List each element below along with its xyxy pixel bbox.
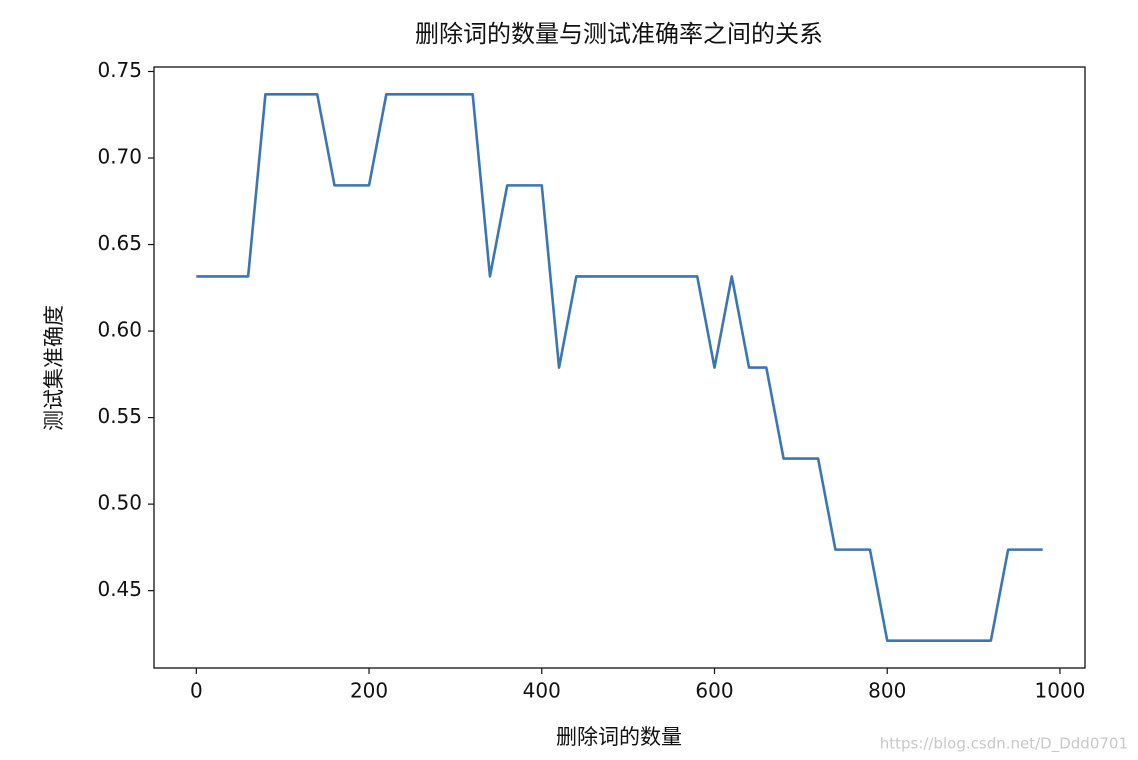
- x-tick-label: 800: [868, 679, 906, 703]
- plot-frame: [153, 66, 1086, 669]
- y-tick-label: 0.75: [97, 58, 142, 82]
- x-tick-label: 600: [695, 679, 733, 703]
- x-axis-label: 删除词的数量: [556, 725, 682, 749]
- line-series: [196, 93, 1043, 642]
- y-tick-label: 0.50: [97, 491, 142, 515]
- y-tick-label: 0.45: [97, 577, 142, 601]
- x-tick-label: 1000: [1035, 679, 1086, 703]
- y-tick-label: 0.55: [97, 404, 142, 428]
- y-tick-label: 0.65: [97, 231, 142, 255]
- chart-title: 删除词的数量与测试准确率之间的关系: [415, 20, 823, 48]
- y-tick-label: 0.70: [97, 145, 142, 169]
- y-axis-label: 测试集准确度: [42, 305, 66, 431]
- y-tick-label: 0.60: [97, 318, 142, 342]
- x-tick-label: 200: [350, 679, 388, 703]
- x-tick-label: 400: [523, 679, 561, 703]
- x-tick-label: 0: [190, 679, 203, 703]
- watermark: https://blog.csdn.net/D_Ddd0701: [880, 735, 1128, 754]
